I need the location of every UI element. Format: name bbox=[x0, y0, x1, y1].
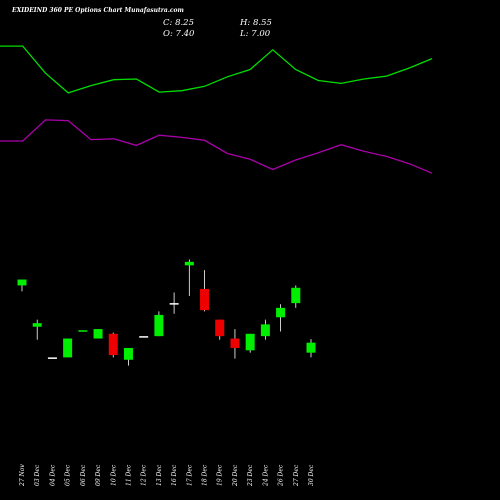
x-tick-label: 04 Dec bbox=[49, 464, 56, 486]
candle-12 bbox=[200, 270, 210, 312]
candle-body bbox=[139, 336, 149, 338]
x-tick-label: 19 Dec bbox=[217, 464, 224, 486]
candle-2 bbox=[47, 357, 57, 359]
x-tick-label: 13 Dec bbox=[156, 464, 163, 486]
x-axis-labels: 27 Nov 03 Dec 04 Dec 05 Dec 06 Dec 09 Dec 10 D… bbox=[19, 464, 315, 487]
lower-band-line bbox=[0, 119, 433, 174]
candle-8 bbox=[139, 336, 149, 338]
low-readout: L: 7.00 bbox=[240, 29, 271, 39]
candle-body bbox=[93, 329, 103, 339]
x-tick-label: 10 Dec bbox=[110, 464, 117, 486]
candle-body bbox=[260, 324, 270, 337]
x-tick-label: 23 Dec bbox=[247, 464, 254, 487]
x-tick-label: 27 Dec bbox=[293, 464, 300, 487]
x-tick-label: 26 Dec bbox=[278, 464, 285, 487]
candle-body bbox=[200, 288, 210, 311]
candle-13 bbox=[215, 319, 225, 340]
candle-18 bbox=[291, 285, 301, 308]
x-tick-label: 17 Dec bbox=[186, 464, 193, 486]
candle-10 bbox=[169, 292, 179, 314]
x-tick-label: 20 Dec bbox=[232, 464, 239, 487]
x-tick-label: 30 Dec bbox=[308, 464, 315, 486]
close-readout: C: 8.25 bbox=[163, 18, 194, 28]
high-readout: H: 8.55 bbox=[240, 18, 272, 28]
candle-body bbox=[123, 347, 133, 360]
x-tick-label: 09 Dec bbox=[95, 464, 102, 486]
candle-body bbox=[184, 261, 194, 266]
candle-11 bbox=[184, 259, 194, 297]
candle-6 bbox=[108, 332, 118, 358]
candle-5 bbox=[93, 329, 103, 339]
candle-16 bbox=[260, 319, 270, 340]
x-tick-label: 12 Dec bbox=[141, 464, 148, 486]
candle-0 bbox=[17, 279, 27, 292]
candle-body bbox=[63, 338, 73, 358]
candle-body bbox=[17, 279, 27, 286]
candle-body bbox=[306, 342, 316, 353]
candle-body bbox=[32, 323, 42, 327]
x-tick-label: 16 Dec bbox=[171, 464, 178, 486]
open-readout: O: 7.40 bbox=[163, 29, 195, 39]
candle-17 bbox=[276, 304, 286, 332]
candle-body bbox=[215, 319, 225, 337]
x-tick-label: 11 Dec bbox=[125, 464, 132, 486]
bands-layer bbox=[0, 45, 433, 174]
candle-body bbox=[78, 330, 88, 332]
x-tick-label: 27 Nov bbox=[19, 464, 26, 487]
candles-layer bbox=[17, 259, 316, 366]
x-tick-label: 18 Dec bbox=[202, 464, 209, 486]
candle-body bbox=[230, 338, 240, 348]
x-tick-label: 03 Dec bbox=[34, 464, 41, 486]
candle-3 bbox=[63, 338, 73, 358]
chart-title: EXIDEIND 360 PE Options Chart Munafasutr… bbox=[12, 7, 184, 14]
candle-15 bbox=[245, 333, 255, 353]
candle-body bbox=[154, 314, 164, 337]
candle-body bbox=[108, 333, 118, 356]
candle-4 bbox=[78, 330, 88, 332]
x-tick-label: 06 Dec bbox=[80, 464, 87, 486]
x-tick-label: 24 Dec bbox=[262, 464, 269, 487]
candle-19 bbox=[306, 339, 316, 358]
candle-7 bbox=[123, 347, 133, 366]
candle-9 bbox=[154, 311, 164, 337]
candle-1 bbox=[32, 319, 42, 340]
candle-body bbox=[276, 307, 286, 318]
candle-body bbox=[47, 357, 57, 359]
x-tick-label: 05 Dec bbox=[65, 464, 72, 486]
candle-body bbox=[169, 303, 179, 305]
candle-14 bbox=[230, 329, 240, 359]
candle-body bbox=[245, 333, 255, 351]
candle-body bbox=[291, 287, 301, 304]
upper-band-line bbox=[0, 45, 433, 94]
